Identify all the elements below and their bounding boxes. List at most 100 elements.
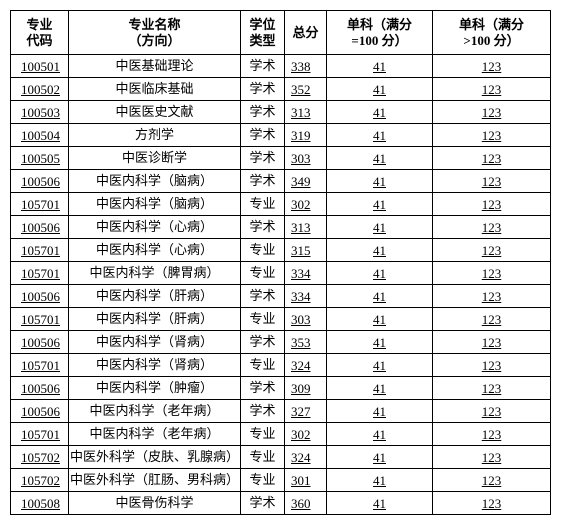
cell-code: 100506 (11, 216, 69, 239)
cell-score-gt100: 123 (433, 354, 551, 377)
cell-total: 334 (285, 262, 327, 285)
cell-type: 专业 (241, 446, 285, 469)
cell-score-100: 41 (327, 193, 433, 216)
cell-score-gt100: 123 (433, 124, 551, 147)
cell-code: 100506 (11, 331, 69, 354)
cell-name: 中医内科学（肿瘤） (69, 377, 241, 400)
cell-score-100: 41 (327, 216, 433, 239)
cell-type: 学术 (241, 147, 285, 170)
cell-score-100: 41 (327, 446, 433, 469)
cell-name: 中医内科学（肾病） (69, 354, 241, 377)
cell-type: 专业 (241, 239, 285, 262)
table-row: 105702中医外科学（肛肠、男科病）专业30141123 (11, 469, 551, 492)
col-header-s1: 单科（满分=100 分） (327, 11, 433, 55)
cell-score-gt100: 123 (433, 78, 551, 101)
cell-total: 309 (285, 377, 327, 400)
cell-code: 100503 (11, 101, 69, 124)
cell-name: 中医诊断学 (69, 147, 241, 170)
cell-type: 学术 (241, 331, 285, 354)
cell-score-100: 41 (327, 400, 433, 423)
cell-score-100: 41 (327, 170, 433, 193)
cell-name: 中医外科学（肛肠、男科病） (69, 469, 241, 492)
table-row: 100505中医诊断学学术30341123 (11, 147, 551, 170)
cell-name: 中医内科学（心病） (69, 239, 241, 262)
cell-name: 中医医史文献 (69, 101, 241, 124)
cell-total: 324 (285, 354, 327, 377)
cell-type: 专业 (241, 262, 285, 285)
cell-code: 105702 (11, 446, 69, 469)
cell-total: 303 (285, 147, 327, 170)
cell-name: 方剂学 (69, 124, 241, 147)
cell-type: 专业 (241, 308, 285, 331)
cell-total: 302 (285, 193, 327, 216)
cell-type: 学术 (241, 285, 285, 308)
cell-total: 360 (285, 492, 327, 515)
cell-score-100: 41 (327, 147, 433, 170)
cell-total: 303 (285, 308, 327, 331)
cell-type: 学术 (241, 377, 285, 400)
cell-name: 中医内科学（脾胃病） (69, 262, 241, 285)
cell-type: 专业 (241, 354, 285, 377)
cell-code: 100506 (11, 285, 69, 308)
cell-type: 学术 (241, 78, 285, 101)
cell-score-gt100: 123 (433, 285, 551, 308)
cell-score-100: 41 (327, 423, 433, 446)
table-header-row: 专业代码 专业名称（方向） 学位类型 总分 单科（满分=100 分） 单科（满分… (11, 11, 551, 55)
cell-total: 301 (285, 469, 327, 492)
table-row: 105701中医内科学（脑病）专业30241123 (11, 193, 551, 216)
table-row: 100506中医内科学（心病）学术31341123 (11, 216, 551, 239)
cell-type: 专业 (241, 469, 285, 492)
cell-name: 中医外科学（皮肤、乳腺病） (69, 446, 241, 469)
table-row: 105701中医内科学（脾胃病）专业33441123 (11, 262, 551, 285)
table-row: 100506中医内科学（肝病）学术33441123 (11, 285, 551, 308)
cell-score-100: 41 (327, 55, 433, 78)
cell-name: 中医内科学（肝病） (69, 308, 241, 331)
cell-score-gt100: 123 (433, 308, 551, 331)
table-row: 100508中医骨伤科学学术36041123 (11, 492, 551, 515)
cell-score-gt100: 123 (433, 170, 551, 193)
cell-type: 学术 (241, 124, 285, 147)
cell-score-gt100: 123 (433, 377, 551, 400)
table-row: 100501中医基础理论学术33841123 (11, 55, 551, 78)
cell-score-100: 41 (327, 377, 433, 400)
col-header-name: 专业名称（方向） (69, 11, 241, 55)
cell-code: 105701 (11, 262, 69, 285)
cell-code: 105701 (11, 193, 69, 216)
cell-code: 100506 (11, 377, 69, 400)
cell-score-100: 41 (327, 331, 433, 354)
cell-score-gt100: 123 (433, 262, 551, 285)
table-row: 105701中医内科学（老年病）专业30241123 (11, 423, 551, 446)
table-row: 105702中医外科学（皮肤、乳腺病）专业32441123 (11, 446, 551, 469)
cell-code: 105701 (11, 423, 69, 446)
cell-score-100: 41 (327, 492, 433, 515)
cell-score-100: 41 (327, 469, 433, 492)
cell-score-100: 41 (327, 78, 433, 101)
cell-score-100: 41 (327, 285, 433, 308)
cell-type: 学术 (241, 101, 285, 124)
cell-code: 105701 (11, 239, 69, 262)
cell-total: 349 (285, 170, 327, 193)
cell-score-100: 41 (327, 239, 433, 262)
cell-score-gt100: 123 (433, 331, 551, 354)
col-header-type: 学位类型 (241, 11, 285, 55)
table-row: 100503中医医史文献学术31341123 (11, 101, 551, 124)
cell-total: 334 (285, 285, 327, 308)
cell-name: 中医内科学（老年病） (69, 423, 241, 446)
cell-score-100: 41 (327, 124, 433, 147)
cell-total: 338 (285, 55, 327, 78)
table-row: 100506中医内科学（肾病）学术35341123 (11, 331, 551, 354)
cell-code: 100505 (11, 147, 69, 170)
cell-total: 353 (285, 331, 327, 354)
cell-code: 100502 (11, 78, 69, 101)
col-header-code: 专业代码 (11, 11, 69, 55)
cell-total: 302 (285, 423, 327, 446)
cell-score-gt100: 123 (433, 423, 551, 446)
cell-total: 313 (285, 101, 327, 124)
cell-type: 学术 (241, 55, 285, 78)
cell-score-gt100: 123 (433, 216, 551, 239)
cell-score-gt100: 123 (433, 147, 551, 170)
cell-score-gt100: 123 (433, 446, 551, 469)
cell-type: 学术 (241, 170, 285, 193)
cell-type: 学术 (241, 492, 285, 515)
cell-name: 中医内科学（脑病） (69, 170, 241, 193)
